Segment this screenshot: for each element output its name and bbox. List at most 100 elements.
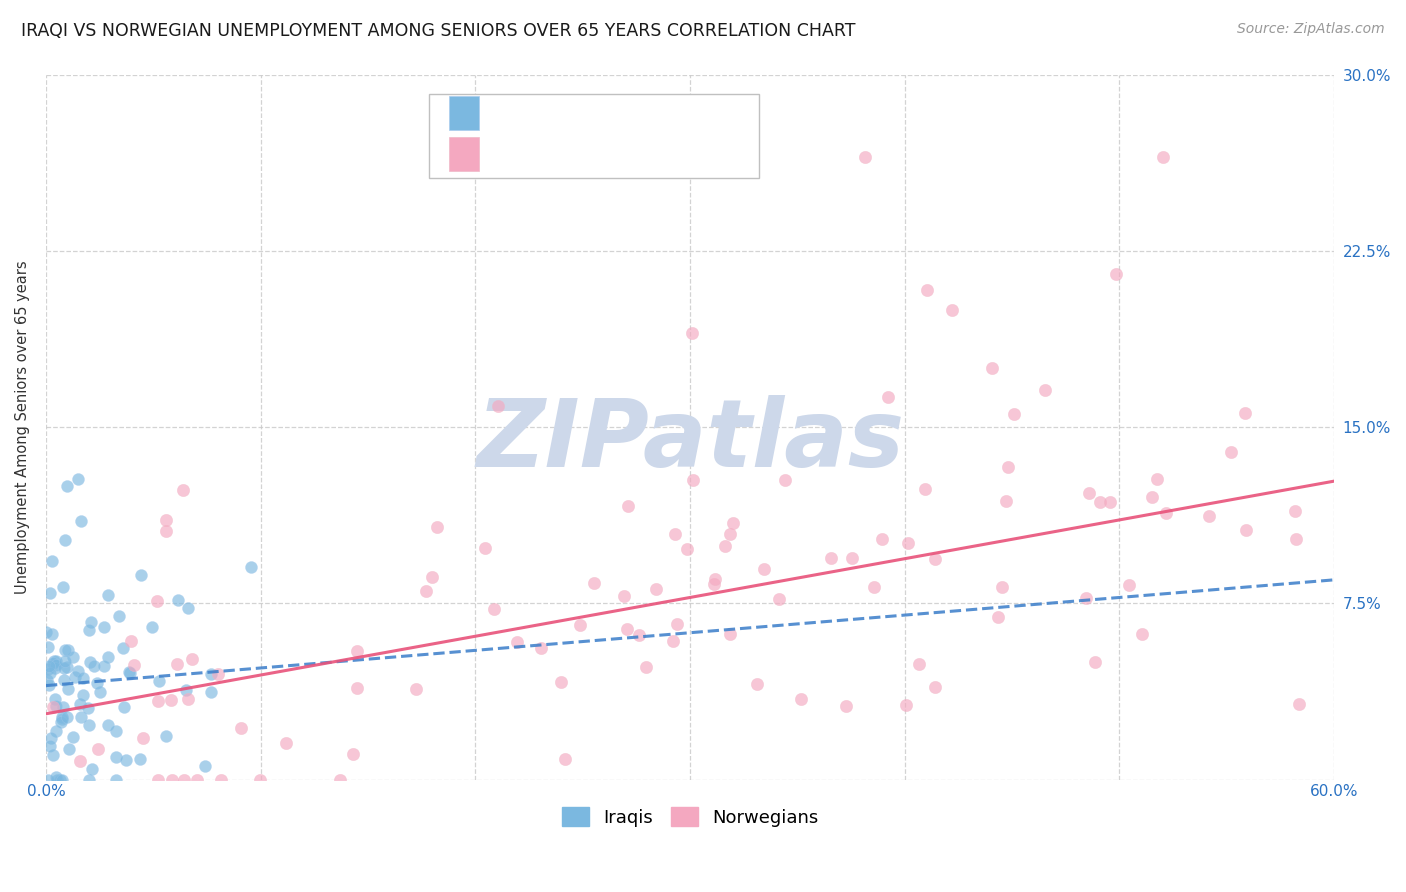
- Point: [38, 658, 60, 673]
- Point: [426, 520, 449, 534]
- Point: [38, 678, 60, 692]
- Point: [991, 580, 1014, 594]
- Point: [155, 729, 177, 743]
- Point: [44, 661, 66, 675]
- Point: [181, 652, 204, 666]
- Point: [69, 698, 91, 712]
- Point: [69, 754, 91, 768]
- Point: [342, 747, 364, 762]
- Point: [703, 576, 725, 591]
- Legend: Iraqis, Norwegians: Iraqis, Norwegians: [554, 800, 825, 834]
- Point: [834, 699, 856, 714]
- Point: [53, 654, 76, 668]
- Point: [118, 665, 141, 680]
- Point: [908, 657, 931, 672]
- Point: [166, 657, 188, 672]
- Text: ZIPatlas: ZIPatlas: [477, 395, 904, 487]
- Point: [131, 731, 153, 746]
- Point: [146, 593, 169, 607]
- Point: [45, 657, 67, 672]
- Point: [773, 473, 796, 487]
- Point: [718, 526, 741, 541]
- Point: [853, 150, 876, 164]
- Point: [107, 608, 129, 623]
- Point: [86, 676, 108, 690]
- Point: [51, 772, 73, 787]
- Point: [77, 717, 100, 731]
- Point: [56, 710, 79, 724]
- Point: [1284, 504, 1306, 518]
- Point: [45, 698, 67, 713]
- Point: [37, 640, 59, 654]
- Point: [1002, 407, 1025, 421]
- Point: [46, 772, 69, 787]
- Point: [718, 626, 741, 640]
- Point: [62, 730, 84, 744]
- Point: [616, 623, 638, 637]
- Point: [87, 742, 110, 756]
- Point: [155, 524, 177, 538]
- Point: [721, 516, 744, 531]
- Point: [924, 680, 946, 694]
- Point: [768, 592, 790, 607]
- Point: [176, 682, 198, 697]
- Point: [79, 656, 101, 670]
- Point: [1084, 655, 1107, 669]
- Text: R = 0.384: R = 0.384: [494, 145, 583, 163]
- Point: [44, 692, 66, 706]
- Point: [482, 601, 505, 615]
- Point: [229, 721, 252, 735]
- Point: [1088, 494, 1111, 508]
- Point: [1142, 490, 1164, 504]
- Point: [405, 681, 427, 696]
- Point: [58, 742, 80, 756]
- Point: [186, 772, 208, 787]
- Point: [914, 482, 936, 496]
- Point: [752, 562, 775, 576]
- Point: [1152, 150, 1174, 164]
- Point: [42, 700, 65, 714]
- Point: [876, 390, 898, 404]
- Point: [177, 600, 200, 615]
- Point: [146, 694, 169, 708]
- Point: [200, 684, 222, 698]
- Point: [870, 533, 893, 547]
- Point: [1105, 268, 1128, 282]
- Point: [530, 640, 553, 655]
- Point: [63, 670, 86, 684]
- Point: [173, 772, 195, 787]
- Point: [49, 772, 72, 787]
- Point: [129, 567, 152, 582]
- Point: [56, 681, 79, 696]
- Text: R = 0.079: R = 0.079: [494, 104, 583, 122]
- Point: [39, 586, 62, 600]
- Point: [995, 494, 1018, 508]
- Point: [1146, 472, 1168, 486]
- Point: [1220, 445, 1243, 459]
- Point: [148, 674, 170, 689]
- Point: [617, 499, 640, 513]
- Point: [79, 615, 101, 629]
- Point: [682, 474, 704, 488]
- Point: [120, 665, 142, 680]
- Point: [141, 620, 163, 634]
- Point: [924, 552, 946, 566]
- Point: [200, 667, 222, 681]
- Text: Source: ZipAtlas.com: Source: ZipAtlas.com: [1237, 22, 1385, 37]
- Point: [645, 582, 668, 597]
- Point: [155, 513, 177, 527]
- Point: [415, 584, 437, 599]
- Point: [37, 772, 59, 787]
- Point: [627, 627, 650, 641]
- Point: [45, 654, 67, 668]
- Point: [704, 572, 727, 586]
- Point: [167, 592, 190, 607]
- Point: [42, 654, 65, 668]
- Point: [122, 658, 145, 673]
- Point: [568, 618, 591, 632]
- Point: [613, 590, 636, 604]
- Point: [1033, 383, 1056, 397]
- Y-axis label: Unemployment Among Seniors over 65 years: Unemployment Among Seniors over 65 years: [15, 260, 30, 594]
- Point: [51, 712, 73, 726]
- Point: [37, 661, 59, 675]
